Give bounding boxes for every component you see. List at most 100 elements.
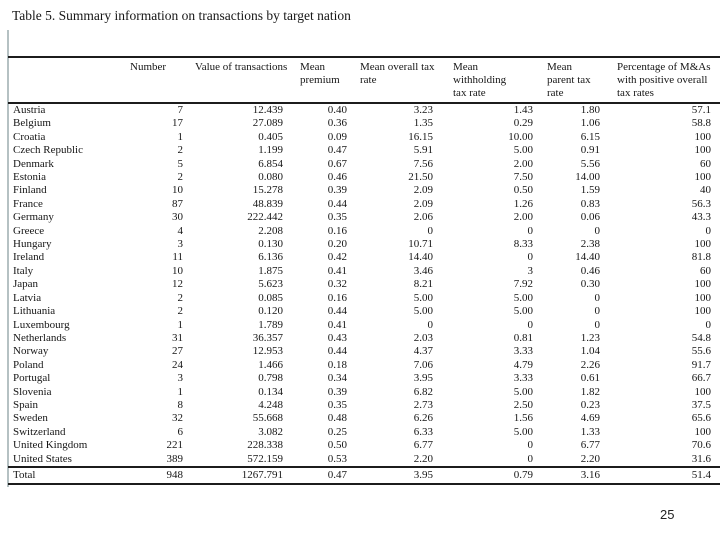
table-cell: Total xyxy=(8,465,125,485)
table-cell: 0.29 xyxy=(513,117,533,130)
table-cell: 100 xyxy=(694,171,712,184)
table-cell: 0.43 xyxy=(327,331,347,344)
table-cell: 0.18 xyxy=(327,358,347,371)
table-cell: 2.09 xyxy=(413,184,433,197)
table-row: Austria 7 12.439 0.40 3.23 1.43 1.80 57.1 xyxy=(8,103,720,117)
table-row: Poland 24 1.466 0.18 7.06 4.79 2.26 91.7 xyxy=(8,359,720,372)
table-cell: 5.00 xyxy=(513,305,533,318)
table-cell: 4.248 xyxy=(258,398,283,411)
table-cell: 6.33 xyxy=(413,425,433,438)
table-cell: 2.73 xyxy=(413,398,433,411)
table-cell: United Kingdom xyxy=(13,439,88,452)
table-cell: 6.15 xyxy=(580,130,600,143)
table-cell: Greece xyxy=(13,224,45,237)
table-cell: 43.3 xyxy=(691,211,711,224)
table-cell: 0.53 xyxy=(327,452,347,465)
table-cell: 2 xyxy=(177,305,184,318)
table-cell: 0.120 xyxy=(258,305,283,318)
table-cell: Sweden xyxy=(13,412,48,425)
table-cell: Norway xyxy=(13,345,49,358)
table-cell: 0.41 xyxy=(327,318,347,331)
table-cell: 10 xyxy=(172,264,183,277)
table-cell: 100 xyxy=(694,291,712,304)
table-row: Portugal 3 0.798 0.34 3.95 3.33 0.61 66.7 xyxy=(8,372,720,385)
table-cell: 228.338 xyxy=(247,439,283,452)
table-cell: 0.34 xyxy=(327,372,347,385)
table-cell: 2.208 xyxy=(258,224,283,237)
table-row: Netherlands 31 36.357 0.43 2.03 0.81 1.23 54.8 xyxy=(8,332,720,345)
table-cell: Estonia xyxy=(13,171,46,184)
table-cell: 6.136 xyxy=(258,251,283,264)
table-cell: 51.4 xyxy=(605,465,720,485)
table-cell: Czech Republic xyxy=(13,144,83,157)
table-cell: 0.50 xyxy=(513,184,533,197)
table-row: Italy 10 1.875 0.41 3.46 3 0.46 60 xyxy=(8,265,720,278)
table-cell: 14.40 xyxy=(408,251,433,264)
table-cell: 14.00 xyxy=(575,171,600,184)
table-cell: 55.6 xyxy=(691,345,711,358)
table-cell: 3 xyxy=(177,372,184,385)
table-cell: 100 xyxy=(694,385,712,398)
table-row: Croatia 1 0.405 0.09 16.15 10.00 6.15 100 xyxy=(8,131,720,144)
table-cell: 0.46 xyxy=(580,264,600,277)
table-row: Czech Republic 2 1.199 0.47 5.91 5.00 0.91 100 xyxy=(8,144,720,157)
table-cell: 5.00 xyxy=(513,144,533,157)
table-cell: 7.50 xyxy=(513,171,533,184)
table-cell: 17 xyxy=(172,117,183,130)
table-cell: 15.278 xyxy=(252,184,283,197)
table-cell: 0.35 xyxy=(327,211,347,224)
table-cell: 0.61 xyxy=(580,372,600,385)
table-cell: 0.39 xyxy=(327,184,347,197)
table-cell: 0.085 xyxy=(258,291,283,304)
table-row: Luxembourg 1 1.789 0.41 0 0 0 0 xyxy=(8,319,720,332)
table-cell: 5.00 xyxy=(413,305,433,318)
table-cell: 55.668 xyxy=(252,412,283,425)
table-cell: Switzerland xyxy=(13,425,66,438)
table-cell: 65.6 xyxy=(691,412,711,425)
table-cell: 6.26 xyxy=(413,412,433,425)
table-cell: 87 xyxy=(172,197,183,210)
table-cell: 0 xyxy=(594,291,601,304)
table-cell: Germany xyxy=(13,211,54,224)
table-cell: 100 xyxy=(694,305,712,318)
left-border-divider xyxy=(7,30,9,487)
table-row: United Kingdom 221 228.338 0.50 6.77 0 6.77 70.… xyxy=(8,439,720,452)
table-cell: 1 xyxy=(177,130,184,143)
table-cell: 60 xyxy=(700,157,711,170)
table-cell: Latvia xyxy=(13,291,42,304)
table-cell: 0 xyxy=(427,318,434,331)
table-cell: 0.405 xyxy=(258,130,283,143)
table-row: Latvia 2 0.085 0.16 5.00 5.00 0 100 xyxy=(8,292,720,305)
table-cell: 0 xyxy=(527,251,534,264)
table-cell: 30 xyxy=(172,211,183,224)
table-cell: 14.40 xyxy=(575,251,600,264)
table-cell: 1 xyxy=(177,385,184,398)
table-cell: 0.40 xyxy=(327,104,347,116)
table-cell: 1267.791 xyxy=(188,465,288,485)
table-cell: 2 xyxy=(177,144,184,157)
table-cell: 0 xyxy=(594,318,601,331)
table-cell: Spain xyxy=(13,398,39,411)
table-cell: 0.32 xyxy=(327,278,347,291)
table-cell: 66.7 xyxy=(691,372,711,385)
column-header: Number xyxy=(125,57,188,104)
table-cell: 0.23 xyxy=(580,398,600,411)
table-cell: Finland xyxy=(13,184,47,197)
table-cell: 5.00 xyxy=(513,385,533,398)
table-cell: 2.06 xyxy=(413,211,433,224)
table-row: Sweden 32 55.668 0.48 6.26 1.56 4.69 65.6 xyxy=(8,412,720,425)
table-cell: 0 xyxy=(705,224,712,237)
table-cell: 572.159 xyxy=(247,452,283,465)
table-cell: 5 xyxy=(177,157,184,170)
table-cell: 0.35 xyxy=(327,398,347,411)
table-cell: 6.854 xyxy=(258,157,283,170)
table-cell: 0.44 xyxy=(327,197,347,210)
table-cell: 0.09 xyxy=(327,130,347,143)
table-cell: 6.77 xyxy=(580,439,600,452)
table-cell: 0 xyxy=(427,224,434,237)
page-title: Table 5. Summary information on transact… xyxy=(12,8,351,23)
table-cell: 16.15 xyxy=(408,130,433,143)
table-cell: 5.00 xyxy=(513,291,533,304)
table-row: Switzerland 6 3.082 0.25 6.33 5.00 1.33 100 xyxy=(8,426,720,439)
table-cell: 2.20 xyxy=(580,452,600,465)
